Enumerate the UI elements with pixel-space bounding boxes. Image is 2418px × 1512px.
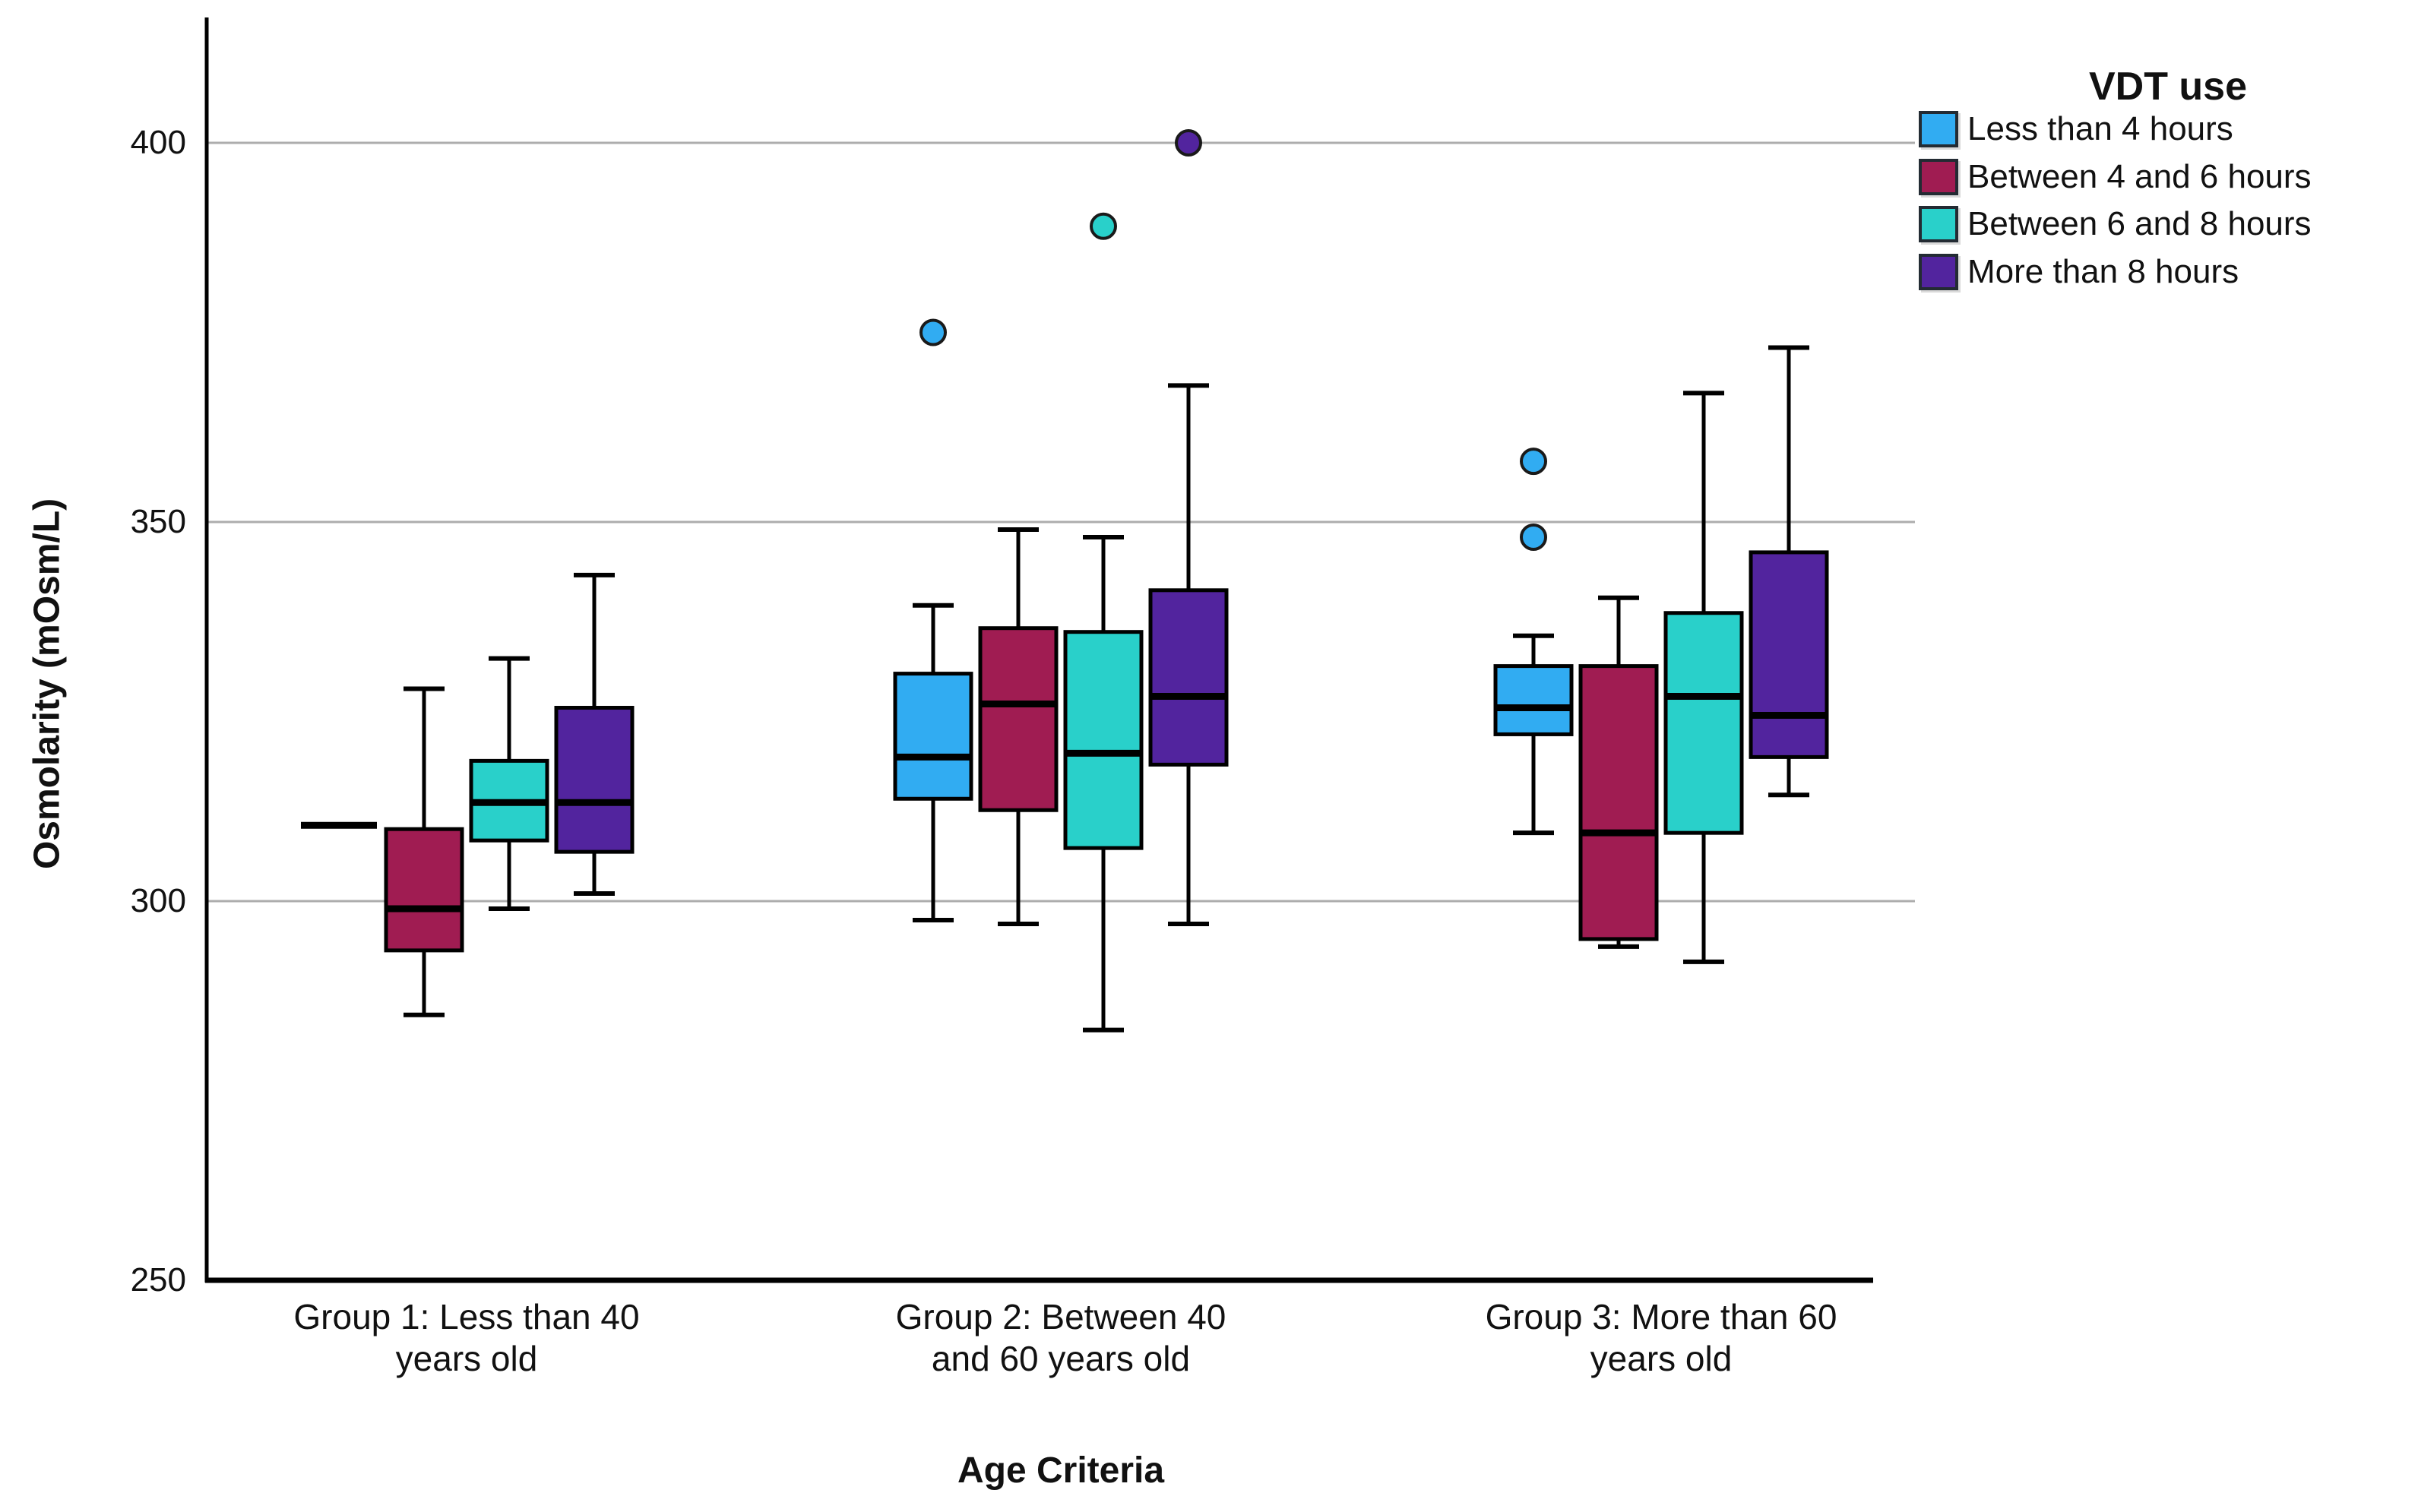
legend-item-label: Less than 4 hours bbox=[1967, 110, 2233, 147]
y-tick-label-400: 400 bbox=[130, 124, 186, 161]
outlier-point bbox=[1520, 523, 1547, 551]
boxplot-box bbox=[554, 706, 635, 854]
y-axis-title: Osmolarity (mOsm/L) bbox=[27, 498, 68, 870]
legend-item-label: More than 8 hours bbox=[1967, 253, 2239, 290]
boxplot-box bbox=[893, 672, 973, 801]
legend-swatch-more-than-8-hours bbox=[1919, 254, 1958, 290]
boxplot-box bbox=[978, 626, 1059, 812]
y-tick-label-350: 350 bbox=[130, 503, 186, 540]
boxplot-box bbox=[384, 827, 464, 953]
boxplot-box bbox=[1148, 588, 1229, 767]
boxplot-box bbox=[1578, 664, 1659, 941]
boxplot-box bbox=[1749, 550, 1829, 759]
legend-item-label: Between 6 and 8 hours bbox=[1967, 205, 2312, 242]
boxplot-box bbox=[1063, 630, 1144, 850]
outlier-point bbox=[1520, 448, 1547, 476]
legend-item-label: Between 4 and 6 hours bbox=[1967, 158, 2312, 195]
boxplot-box bbox=[1493, 664, 1574, 736]
x-category-label-group1: Group 1: Less than 40 years old bbox=[293, 1297, 640, 1378]
x-category-label-group2: Group 2: Between 40 and 60 years old bbox=[895, 1297, 1226, 1378]
outlier-point bbox=[1175, 129, 1202, 157]
legend-item: More than 8 hours bbox=[1919, 252, 2239, 292]
x-axis-title: Age Criteria bbox=[957, 1450, 1165, 1491]
legend-swatch-between-4-and-6-hours bbox=[1919, 159, 1958, 195]
y-tick-label-300: 300 bbox=[130, 882, 186, 919]
legend-swatch-between-6-and-8-hours bbox=[1919, 206, 1958, 242]
y-tick-label-250: 250 bbox=[130, 1261, 186, 1298]
legend-item: Between 4 and 6 hours bbox=[1919, 157, 2312, 197]
x-category-label-group3: Group 3: More than 60 years old bbox=[1485, 1297, 1837, 1378]
legend-title: VDT use bbox=[2088, 65, 2248, 109]
legend-swatch-less-than-4-hours bbox=[1919, 111, 1958, 147]
legend-item: Between 6 and 8 hours bbox=[1919, 204, 2312, 244]
legend-item: Less than 4 hours bbox=[1919, 109, 2233, 149]
outlier-point bbox=[1090, 212, 1117, 240]
outlier-point bbox=[919, 318, 947, 346]
boxplot-box bbox=[1663, 611, 1744, 835]
